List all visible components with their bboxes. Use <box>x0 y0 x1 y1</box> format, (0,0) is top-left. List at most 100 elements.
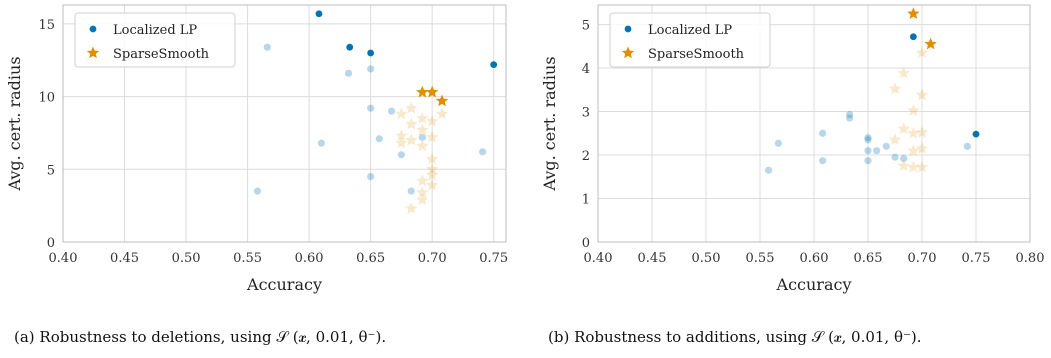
legend-box <box>74 12 236 68</box>
localized-lp-point-faded <box>900 154 908 163</box>
sparsesmooth-point-faded <box>425 130 439 143</box>
localized-lp-point-faded <box>397 151 406 159</box>
sparsesmooth-point-faded <box>907 104 920 116</box>
x-tick-label: 0.70 <box>418 251 447 266</box>
sparsesmooth-point-faded <box>416 139 429 152</box>
legend-marker-localized-lp <box>624 25 632 33</box>
localized-lp-point <box>490 61 498 69</box>
sparsesmooth-point-faded <box>915 160 929 173</box>
sparsesmooth-point-faded <box>897 159 910 172</box>
sparsesmooth-point-faded <box>395 107 408 120</box>
sparsesmooth-point-faded <box>915 142 929 154</box>
x-tick-label: 0.65 <box>356 251 385 266</box>
plot-frame <box>597 4 1031 243</box>
localized-lp-point <box>909 33 917 41</box>
sparsesmooth-point <box>907 7 920 19</box>
x-tick-label: 0.50 <box>172 251 201 266</box>
localized-lp-point-faded <box>846 114 854 122</box>
localized-lp-point-faded <box>479 148 487 156</box>
sparsesmooth-point-faded <box>425 178 439 191</box>
sparsesmooth-point-faded <box>416 174 429 187</box>
x-tick-label: 0.40 <box>584 251 613 266</box>
y-tick-label: 1 <box>582 193 590 208</box>
localized-lp-point-faded <box>375 135 383 143</box>
x-tick-label: 0.65 <box>854 251 883 266</box>
x-tick-label: 0.70 <box>908 251 937 266</box>
localized-lp-point-faded <box>407 187 415 195</box>
sparsesmooth-point <box>425 85 439 98</box>
x-tick-label: 0.45 <box>110 251 139 266</box>
x-tick-label: 0.75 <box>962 251 991 266</box>
x-tick-label: 0.75 <box>479 251 508 266</box>
legend-label: Localized LP <box>113 23 197 38</box>
localized-lp-point-faded <box>882 142 890 150</box>
y-tick-label: 5 <box>47 163 55 178</box>
sparsesmooth-point-faded <box>416 111 429 124</box>
panel-b-additions: 0.40 0.45 0.50 0.55 0.60 0.65 0.70 0.75 0.80 0 1 2 3… <box>540 4 1045 294</box>
sparsesmooth-point-faded <box>395 136 408 149</box>
localized-lp-point-faded <box>387 107 396 115</box>
y-tick-label: 4 <box>582 62 590 77</box>
plot-frame <box>62 4 507 243</box>
localized-lp-point-faded <box>317 139 326 147</box>
y-tick-label: 10 <box>38 91 55 106</box>
legend-marker-localized-lp <box>89 25 97 33</box>
legend-marker-sparsesmooth <box>621 46 635 59</box>
localized-lp-point <box>315 10 323 18</box>
sparsesmooth-point-faded <box>425 114 439 127</box>
legend-label: SparseSmooth <box>113 47 210 62</box>
sparsesmooth-point-faded <box>405 101 418 114</box>
localized-lp-point-faded <box>864 134 872 142</box>
sparsesmooth-point-faded <box>405 133 418 146</box>
y-axis-label: Avg. cert. radius <box>540 56 559 191</box>
localized-lp-point-faded <box>891 153 899 161</box>
y-tick-label: 3 <box>582 106 590 121</box>
y-tick-label: 2 <box>582 149 590 164</box>
sparsesmooth-point-faded <box>425 162 439 175</box>
x-tick-label: 0.55 <box>233 251 262 266</box>
localized-lp-point <box>972 130 980 138</box>
sparsesmooth-point-faded <box>425 152 439 165</box>
sparsesmooth-point-faded <box>897 122 910 135</box>
localized-lp-point-faded <box>344 69 353 77</box>
sparsesmooth-point-faded <box>416 193 429 206</box>
sparsesmooth-point <box>416 85 429 98</box>
localized-lp-point-faded <box>819 157 827 165</box>
localized-lp-point-faded <box>963 142 971 150</box>
x-axis-label: Accuracy <box>246 275 322 294</box>
x-tick-label: 0.40 <box>49 251 78 266</box>
x-tick-label: 0.80 <box>1016 251 1045 266</box>
localized-lp-point <box>346 43 354 51</box>
localized-lp-point-faded <box>864 136 872 144</box>
x-axis-label: Accuracy <box>776 275 852 294</box>
localized-lp-point-faded <box>367 172 375 181</box>
y-tick-label: 0 <box>47 236 55 251</box>
x-tick-label: 0.55 <box>746 251 775 266</box>
localized-lp-point-faded <box>846 110 854 119</box>
localized-lp-point-faded <box>864 147 872 155</box>
sparsesmooth-point-faded <box>915 46 929 59</box>
localized-lp-point-faded <box>367 65 375 73</box>
sparsesmooth-point-faded <box>416 123 429 136</box>
sparsesmooth-point-faded <box>888 133 902 146</box>
legend-label: Localized LP <box>648 23 732 38</box>
localized-lp-point-faded <box>864 157 872 165</box>
localized-lp-point-faded <box>367 104 375 112</box>
sparsesmooth-point-faded <box>915 125 929 138</box>
sparsesmooth-point-faded <box>435 107 449 120</box>
sparsesmooth-point-faded <box>395 129 408 142</box>
sparsesmooth-point-faded <box>907 144 920 156</box>
sparsesmooth-point-faded <box>405 202 418 214</box>
figure-svg: 0.40 0.45 0.50 0.55 0.60 0.65 0.70 0.75051015Ac… <box>5 4 1045 294</box>
x-tick-label: 0.45 <box>638 251 667 266</box>
sparsesmooth-point-faded <box>888 82 902 95</box>
localized-lp-point-faded <box>873 147 881 155</box>
localized-lp-point-faded <box>765 166 773 174</box>
panel-a-deletions: 0.40 0.45 0.50 0.55 0.60 0.65 0.70 0.75 0 5 10 15 Ac… <box>5 4 508 294</box>
y-tick-label: 5 <box>582 19 590 34</box>
sparsesmooth-point-faded <box>416 186 429 198</box>
sparsesmooth-point-faded <box>907 126 920 139</box>
legend-label: SparseSmooth <box>648 47 745 62</box>
sparsesmooth-point-faded <box>907 160 920 173</box>
y-tick-label: 0 <box>582 236 590 251</box>
